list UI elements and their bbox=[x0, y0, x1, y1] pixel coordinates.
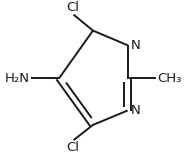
Text: N: N bbox=[131, 104, 141, 117]
Text: CH₃: CH₃ bbox=[157, 72, 181, 85]
Text: N: N bbox=[131, 39, 141, 52]
Text: H₂N: H₂N bbox=[5, 72, 30, 85]
Text: Cl: Cl bbox=[66, 1, 79, 14]
Text: Cl: Cl bbox=[66, 141, 79, 154]
